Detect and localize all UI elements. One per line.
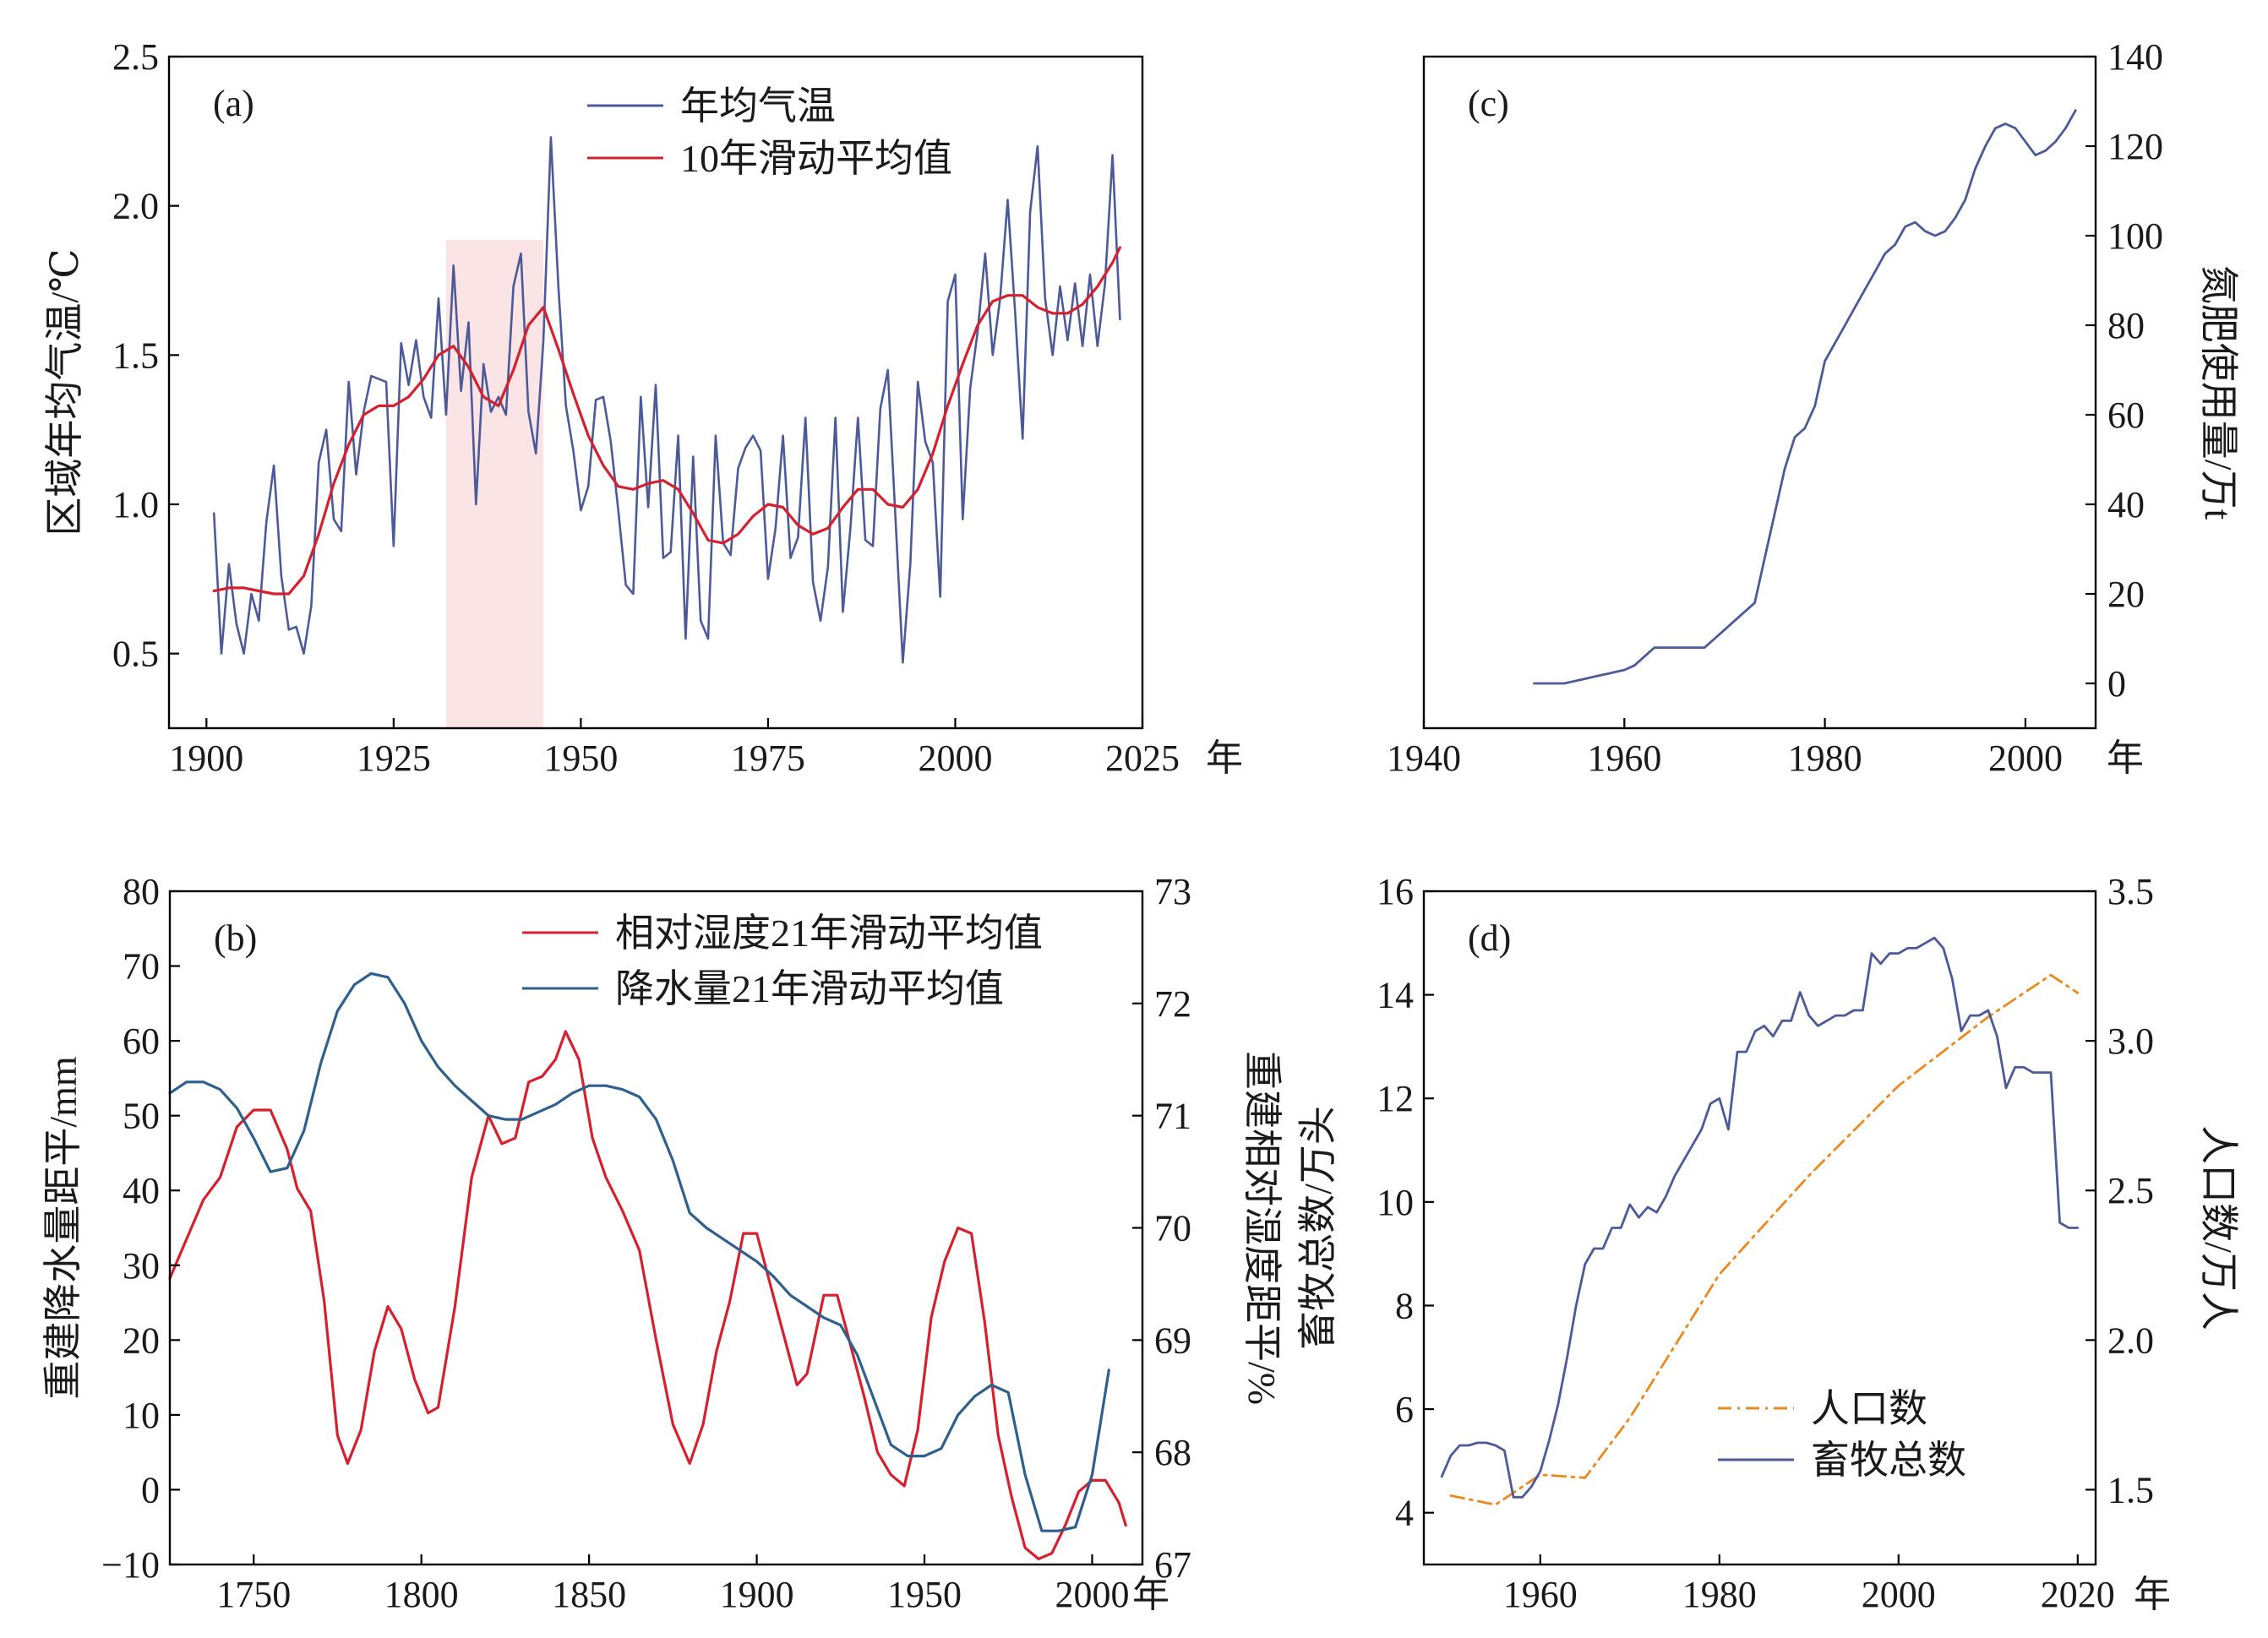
legend-label: 年均气温 bbox=[680, 84, 836, 128]
panel-label: (c) bbox=[1468, 83, 1509, 124]
y-tick-label: 30 bbox=[123, 1245, 160, 1287]
y-tick-label: 0 bbox=[141, 1469, 160, 1510]
panel-d-livestock-population: 1960 1980 2000 2020 年 4 6 8 10 12 14 16 1.5 2.0 2.5 3.0… bbox=[1296, 871, 2240, 1615]
y2-tick-label: 80 bbox=[2107, 305, 2145, 346]
y-tick-label: 0.5 bbox=[112, 634, 159, 675]
y-axis-title: 畜牧总数/万头 bbox=[1296, 1106, 1339, 1350]
y2-tick-label: 69 bbox=[1154, 1320, 1191, 1361]
y2-tick-label: 60 bbox=[2107, 395, 2145, 436]
x-tick-label: 2025 bbox=[1105, 737, 1180, 779]
series-line-1 bbox=[212, 246, 1121, 596]
y2-tick-label: 68 bbox=[1154, 1432, 1191, 1473]
y-axis-title: 区域年均气温/℃ bbox=[43, 248, 86, 536]
y-tick-label: 40 bbox=[123, 1170, 160, 1211]
legend-label: 10年滑动平均值 bbox=[680, 137, 952, 180]
y-tick-label: 14 bbox=[1377, 975, 1414, 1016]
x-tick-label: 2000 bbox=[1862, 1574, 1936, 1615]
legend-label: 畜牧总数 bbox=[1811, 1439, 1966, 1482]
panel-label: (a) bbox=[213, 83, 254, 124]
x-axis-unit: 年 bbox=[1132, 1574, 1169, 1615]
x-tick-label: 2000 bbox=[1988, 737, 2063, 779]
y-tick-label: 6 bbox=[1395, 1389, 1414, 1430]
y2-tick-label: 3.0 bbox=[2107, 1020, 2154, 1062]
y-axis-title: 重建降水量距平/mm bbox=[41, 1056, 85, 1400]
y2-tick-label: 20 bbox=[2107, 574, 2145, 615]
y2-tick-label: 67 bbox=[1154, 1544, 1191, 1586]
plot-frame bbox=[1422, 890, 2097, 1566]
series-line-0 bbox=[1533, 109, 2077, 685]
series-line-0 bbox=[168, 1030, 1127, 1560]
x-tick-label: 1980 bbox=[1788, 737, 1862, 779]
y-tick-label: 12 bbox=[1377, 1078, 1414, 1119]
y-tick-label: 8 bbox=[1395, 1285, 1414, 1326]
x-tick-label: 2000 bbox=[1055, 1574, 1129, 1615]
y2-axis-title: 氮肥使用量/万t bbox=[2197, 265, 2240, 520]
x-axis-unit: 年 bbox=[1206, 737, 1243, 779]
series-line-1 bbox=[1440, 936, 2080, 1499]
x-tick-label: 1960 bbox=[1587, 737, 1661, 779]
x-tick-label: 1950 bbox=[887, 1574, 962, 1615]
y2-tick-label: 70 bbox=[1154, 1208, 1191, 1249]
y-tick-label: 2.0 bbox=[112, 186, 159, 227]
y2-axis-title: 重建相对湿度距平/% bbox=[1240, 1051, 1284, 1405]
y2-tick-label: 1.5 bbox=[2107, 1469, 2154, 1510]
y-tick-label: 70 bbox=[123, 946, 160, 988]
y2-tick-label: 100 bbox=[2107, 215, 2163, 257]
y2-tick-label: 71 bbox=[1154, 1096, 1191, 1137]
x-tick-label: 1980 bbox=[1682, 1574, 1757, 1615]
series-line-0 bbox=[1449, 973, 2080, 1506]
y-tick-label: 1.5 bbox=[112, 335, 159, 376]
x-tick-label: 1850 bbox=[552, 1574, 626, 1615]
y2-axis-title: 人口数/万人 bbox=[2197, 1125, 2240, 1331]
y-tick-label: 2.5 bbox=[112, 36, 159, 78]
x-tick-label: 1975 bbox=[731, 737, 805, 779]
y2-tick-label: 3.5 bbox=[2107, 871, 2154, 912]
y2-tick-label: 2.0 bbox=[2107, 1320, 2154, 1361]
panel-label: (d) bbox=[1468, 917, 1511, 959]
x-tick-label: 1900 bbox=[720, 1574, 794, 1615]
legend-label: 降水量21年滑动平均值 bbox=[615, 967, 1004, 1010]
y-tick-label: 10 bbox=[123, 1395, 160, 1436]
legend-label: 相对湿度21年滑动平均值 bbox=[615, 912, 1043, 955]
x-tick-label: 1900 bbox=[169, 737, 243, 779]
y-tick-label: 4 bbox=[1395, 1493, 1414, 1534]
x-tick-label: 2020 bbox=[2041, 1574, 2115, 1615]
y2-tick-label: 0 bbox=[2107, 663, 2126, 705]
series-line-1 bbox=[168, 971, 1110, 1532]
panel-a-temperature: 1900 1925 1950 1975 2000 2025 年 0.5 1.0 1.5 2.0 2.5… bbox=[43, 36, 1243, 779]
x-tick-label: 2000 bbox=[918, 737, 992, 779]
panel-b-precipitation-humidity: 1750 1800 1850 1900 1950 2000 年 −10 0 10 20 30 40 50 6… bbox=[41, 871, 1284, 1615]
x-tick-label: 1950 bbox=[543, 737, 618, 779]
x-tick-label: 1960 bbox=[1503, 1574, 1578, 1615]
y2-tick-label: 120 bbox=[2107, 126, 2163, 167]
highlight-band bbox=[445, 240, 544, 728]
series-line-0 bbox=[212, 136, 1121, 664]
y-tick-label: 60 bbox=[123, 1020, 160, 1062]
y-tick-label: 10 bbox=[1377, 1182, 1414, 1223]
y2-tick-label: 73 bbox=[1154, 871, 1191, 912]
y-tick-label: 16 bbox=[1377, 871, 1414, 912]
panel-c-nitrogen-fertilizer: 1940 1960 1980 2000 年 0 20 40 60 80 100 120 140 (c) 氮肥… bbox=[1387, 36, 2240, 779]
x-axis-unit: 年 bbox=[2107, 737, 2144, 779]
y2-tick-label: 2.5 bbox=[2107, 1170, 2154, 1211]
x-tick-label: 1940 bbox=[1387, 737, 1461, 779]
panel-label: (b) bbox=[214, 917, 257, 959]
x-tick-label: 1750 bbox=[216, 1574, 291, 1615]
y2-tick-label: 40 bbox=[2107, 484, 2145, 525]
legend-label: 人口数 bbox=[1811, 1387, 1927, 1430]
y-tick-label: 20 bbox=[123, 1320, 160, 1361]
y-tick-label: 1.0 bbox=[112, 484, 159, 525]
plot-frame bbox=[1422, 55, 2097, 730]
x-tick-label: 1925 bbox=[357, 737, 431, 779]
x-axis-unit: 年 bbox=[2134, 1574, 2171, 1615]
y2-tick-label: 140 bbox=[2107, 36, 2163, 78]
y-tick-label: 80 bbox=[123, 871, 160, 912]
x-tick-label: 1800 bbox=[384, 1574, 459, 1615]
plot-frame bbox=[167, 55, 1144, 730]
y-tick-label: −10 bbox=[101, 1544, 160, 1586]
y2-tick-label: 72 bbox=[1154, 983, 1191, 1025]
y-tick-label: 50 bbox=[123, 1096, 160, 1137]
